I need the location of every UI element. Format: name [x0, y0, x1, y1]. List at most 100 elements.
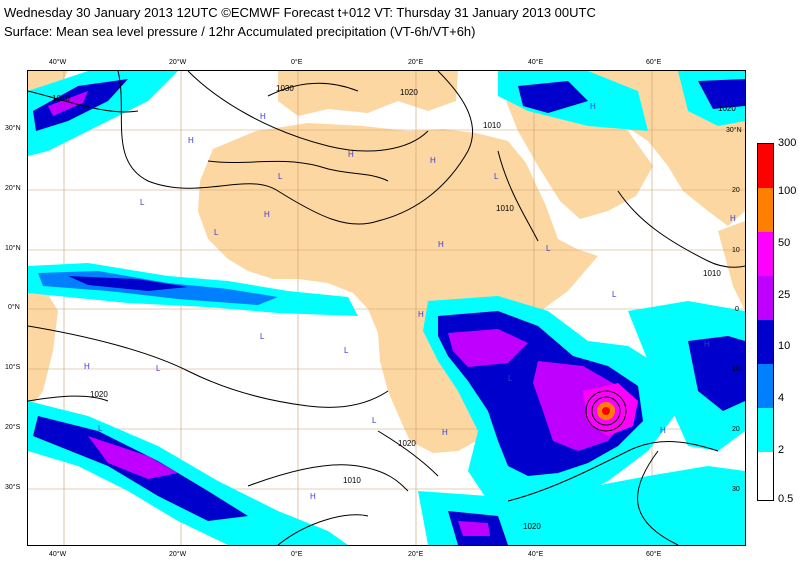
precip-band-north-atlantic	[48, 91, 88, 116]
isobar-label: 1010	[496, 204, 514, 213]
pressure-marker: H	[348, 150, 354, 159]
pressure-marker: L	[278, 172, 283, 181]
isobars	[28, 71, 745, 545]
pressure-marker: H	[418, 310, 424, 319]
pressure-marker: H	[730, 214, 736, 223]
legend-swatch	[758, 364, 773, 408]
lat-tick-right: 0	[735, 306, 739, 313]
pressure-marker: L	[140, 198, 145, 207]
lat-tick-right: 30	[732, 486, 740, 493]
pressure-marker: L	[344, 346, 349, 355]
isobar-label: 1020	[718, 104, 736, 113]
lat-tick-left: 0°N	[8, 304, 20, 311]
isobar-label: 1020	[398, 439, 416, 448]
lon-tick-bottom: 20°W	[169, 551, 187, 558]
isobar-label: 1020	[523, 522, 541, 531]
legend-swatch	[758, 408, 773, 452]
lat-tick-left: 30°S	[5, 484, 21, 491]
isobar-line	[277, 514, 369, 545]
isobar-line	[637, 450, 679, 545]
isobar-line	[247, 464, 409, 492]
lat-tick-right: 20	[732, 187, 740, 194]
precip-band-central-africa	[448, 329, 528, 367]
legend-swatch	[758, 320, 773, 364]
header-line-1: Wednesday 30 January 2013 12UTC ©ECMWF F…	[4, 5, 596, 20]
isobar-label: 1030	[276, 84, 294, 93]
legend-label: 2	[778, 444, 785, 456]
isobar-label: 1010	[703, 269, 721, 278]
map-canvas: 1010 1030 1020 1010 1010 1020 1010 1020 …	[28, 71, 745, 545]
precip-band-north-atlantic	[28, 71, 178, 156]
lon-tick-top: 0°E	[291, 59, 303, 66]
legend-label: 4	[778, 392, 785, 404]
isobar-label: 1010	[483, 121, 501, 130]
lat-tick-left: 10°N	[5, 245, 21, 252]
lon-tick-top: 20°E	[408, 59, 424, 66]
lon-tick-top: 20°W	[169, 59, 187, 66]
pressure-marker: H	[264, 210, 270, 219]
isobar-line	[28, 325, 389, 408]
legend-label: 25	[778, 289, 791, 301]
isobar-line	[28, 90, 139, 113]
legend-label: 0.5	[778, 493, 794, 505]
legend-swatch	[758, 188, 773, 232]
isobar-line	[267, 82, 359, 97]
isobar-line	[117, 71, 473, 225]
isobar-label: 1020	[400, 88, 418, 97]
lat-tick-left: 20°N	[5, 185, 21, 192]
pressure-marker: H	[660, 426, 666, 435]
pressure-marker: L	[508, 374, 513, 383]
pressure-marker: H	[84, 362, 90, 371]
isobar-line	[28, 395, 109, 402]
isobar-label: 1010	[343, 476, 361, 485]
pressure-marker: L	[260, 332, 265, 341]
legend-swatch	[758, 452, 773, 500]
pressure-marker: H	[188, 136, 194, 145]
lat-tick-left: 10°S	[5, 364, 21, 371]
cyclone-eye	[602, 407, 610, 415]
legend-swatch	[758, 276, 773, 320]
pressure-marker: H	[704, 340, 710, 349]
isobar-label: 1020	[90, 390, 108, 399]
arabia-land	[506, 93, 653, 219]
india-land	[718, 221, 745, 311]
lon-tick-bottom: 20°E	[408, 551, 424, 558]
precip-band-south-atlantic	[28, 401, 348, 545]
isobar-line	[207, 160, 389, 182]
isobar-line	[497, 150, 539, 242]
legend-label: 50	[778, 237, 791, 249]
pressure-marker: L	[98, 424, 103, 433]
lon-tick-top: 40°W	[49, 59, 67, 66]
legend-label: 300	[778, 137, 797, 149]
pressure-marker: L	[546, 244, 551, 253]
pressure-marker: L	[494, 172, 499, 181]
isobar-line	[377, 430, 439, 477]
pressure-marker: L	[214, 228, 219, 237]
isobar-ring	[591, 396, 621, 426]
isobar-ring	[585, 390, 627, 432]
lat-lon-grid	[28, 71, 745, 545]
pressure-marker: H	[310, 492, 316, 501]
lat-tick-right: 20	[732, 426, 740, 433]
precip-band-tropical-atlantic	[68, 276, 188, 291]
precip-band-arabia	[518, 81, 588, 113]
pressure-markers: H H H L H H L L H H L L H L L L H H L H …	[84, 102, 736, 501]
precip-band-south-indian	[688, 336, 745, 411]
pressure-marker: H	[590, 102, 596, 111]
lon-tick-top: 60°E	[646, 59, 662, 66]
isobar-line	[507, 441, 719, 502]
precip-band-south-atlantic	[88, 436, 178, 479]
lon-tick-bottom: 40°W	[49, 551, 67, 558]
pressure-marker: H	[260, 112, 266, 121]
isobar-labels: 1010 1030 1020 1010 1010 1020 1010 1020 …	[52, 84, 736, 531]
lon-tick-bottom: 0°E	[291, 551, 303, 558]
pressure-marker: L	[612, 290, 617, 299]
lat-tick-left: 20°S	[5, 424, 21, 431]
precipitation-areas	[28, 71, 745, 545]
precip-band-asia	[698, 79, 745, 109]
legend-label: 10	[778, 340, 791, 352]
pressure-marker: L	[372, 416, 377, 425]
header-line-2: Surface: Mean sea level pressure / 12hr …	[4, 24, 476, 39]
pressure-marker: H	[438, 240, 444, 249]
map-panel: 1010 1030 1020 1010 1010 1020 1010 1020 …	[27, 70, 746, 546]
